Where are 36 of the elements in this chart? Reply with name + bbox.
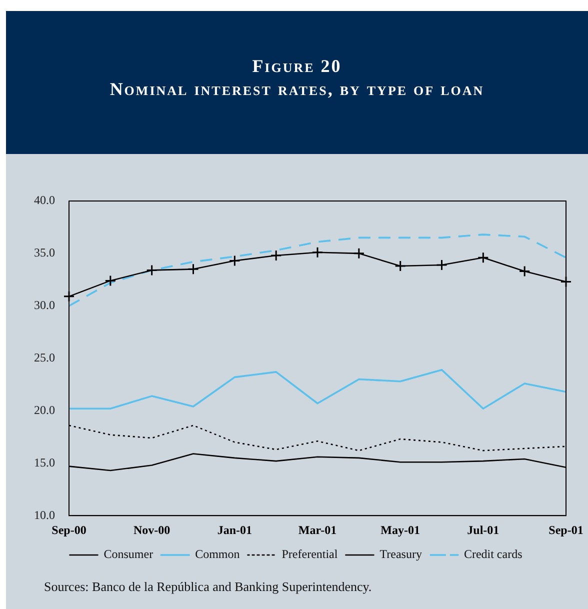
- y-tick-label: 35.0: [34, 246, 55, 260]
- x-tick-label: Jan-01: [217, 522, 252, 537]
- point: [63, 290, 75, 302]
- x-tick-label: Sep-00: [52, 522, 86, 537]
- y-tick-label: 30.0: [34, 298, 55, 312]
- x-tick-label: Nov-00: [133, 522, 170, 537]
- x-tick-label: Mar-01: [298, 522, 337, 537]
- legend-label: Preferential: [282, 547, 338, 562]
- y-tick-label: 25.0: [34, 350, 55, 364]
- point: [353, 248, 365, 260]
- point: [188, 263, 199, 275]
- legend-label: Credit cards: [464, 547, 523, 562]
- y-tick-label: 20.0: [34, 402, 55, 417]
- point: [146, 264, 158, 276]
- point: [270, 250, 282, 262]
- x-tick-label: Jul-01: [467, 522, 500, 537]
- point: [477, 252, 489, 264]
- legend-label: Consumer: [104, 547, 154, 562]
- y-tick-label: 15.0: [34, 455, 55, 470]
- legend-label: Common: [195, 547, 240, 562]
- point: [436, 259, 448, 271]
- legend-label: Treasury: [380, 547, 422, 562]
- y-tick-label: 40.0: [34, 193, 55, 208]
- point: [104, 274, 116, 286]
- chart-title: Figure 20: [251, 56, 343, 77]
- source-note: Sources: Banco de la República and Banking Superintendency.: [44, 579, 372, 595]
- chart-subtitle: Nominal interest rates, by type of loan: [108, 79, 486, 100]
- point: [560, 276, 572, 288]
- x-tick-label: Sep-01: [548, 522, 584, 537]
- point: [228, 255, 240, 267]
- point: [518, 266, 530, 278]
- line-series: [68, 234, 567, 307]
- y-tick-label: 10.0: [34, 508, 55, 522]
- point: [312, 246, 324, 258]
- point: [394, 260, 406, 272]
- x-tick-label: May-01: [380, 522, 420, 537]
